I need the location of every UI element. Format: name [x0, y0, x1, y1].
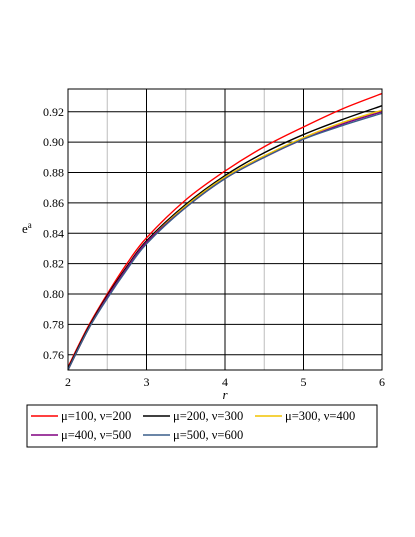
y-tick-label: 0.86 [43, 196, 64, 210]
x-tick-label: 5 [301, 375, 307, 389]
legend-label: μ=100, ν=200 [61, 409, 131, 423]
series-line [67, 105, 383, 369]
series-line [67, 92, 383, 368]
y-axis-label-base: e [22, 221, 28, 236]
x-tick-label: 3 [144, 375, 150, 389]
x-tick-label: 2 [65, 375, 71, 389]
y-tick-label: 0.90 [43, 135, 64, 149]
y-tick-label: 0.92 [43, 105, 64, 119]
grid [67, 89, 383, 370]
legend-label: μ=500, ν=600 [173, 428, 243, 442]
series-line [67, 112, 383, 371]
y-tick-labels: 0.76 0.78 0.80 0.82 0.84 0.86 0.88 0.90 0.92 [43, 105, 64, 362]
y-tick-label: 0.78 [43, 317, 64, 331]
legend-label: μ=400, ν=500 [61, 428, 131, 442]
legend-label: μ=300, ν=400 [285, 409, 355, 423]
plot-frame [67, 88, 383, 371]
x-tick-label: 6 [379, 375, 385, 389]
legend: μ=100, ν=200 μ=200, ν=300 μ=300, ν=400 μ=40… [26, 404, 378, 448]
y-tick-label: 0.82 [43, 257, 64, 271]
x-tick-labels: 2 3 4 5 6 [65, 375, 385, 389]
y-tick-label: 0.84 [43, 226, 64, 240]
y-tick-label: 0.76 [43, 348, 64, 362]
legend-label: μ=200, ν=300 [173, 409, 243, 423]
y-axis-label: ea [22, 220, 32, 236]
series-lines [67, 92, 383, 371]
x-tick-label: 4 [222, 375, 228, 389]
y-axis-label-sup: a [28, 220, 32, 230]
x-axis-label: r [222, 387, 228, 402]
legend-box [26, 404, 378, 448]
y-tick-label: 0.88 [43, 166, 64, 180]
y-tick-label: 0.80 [43, 287, 64, 301]
